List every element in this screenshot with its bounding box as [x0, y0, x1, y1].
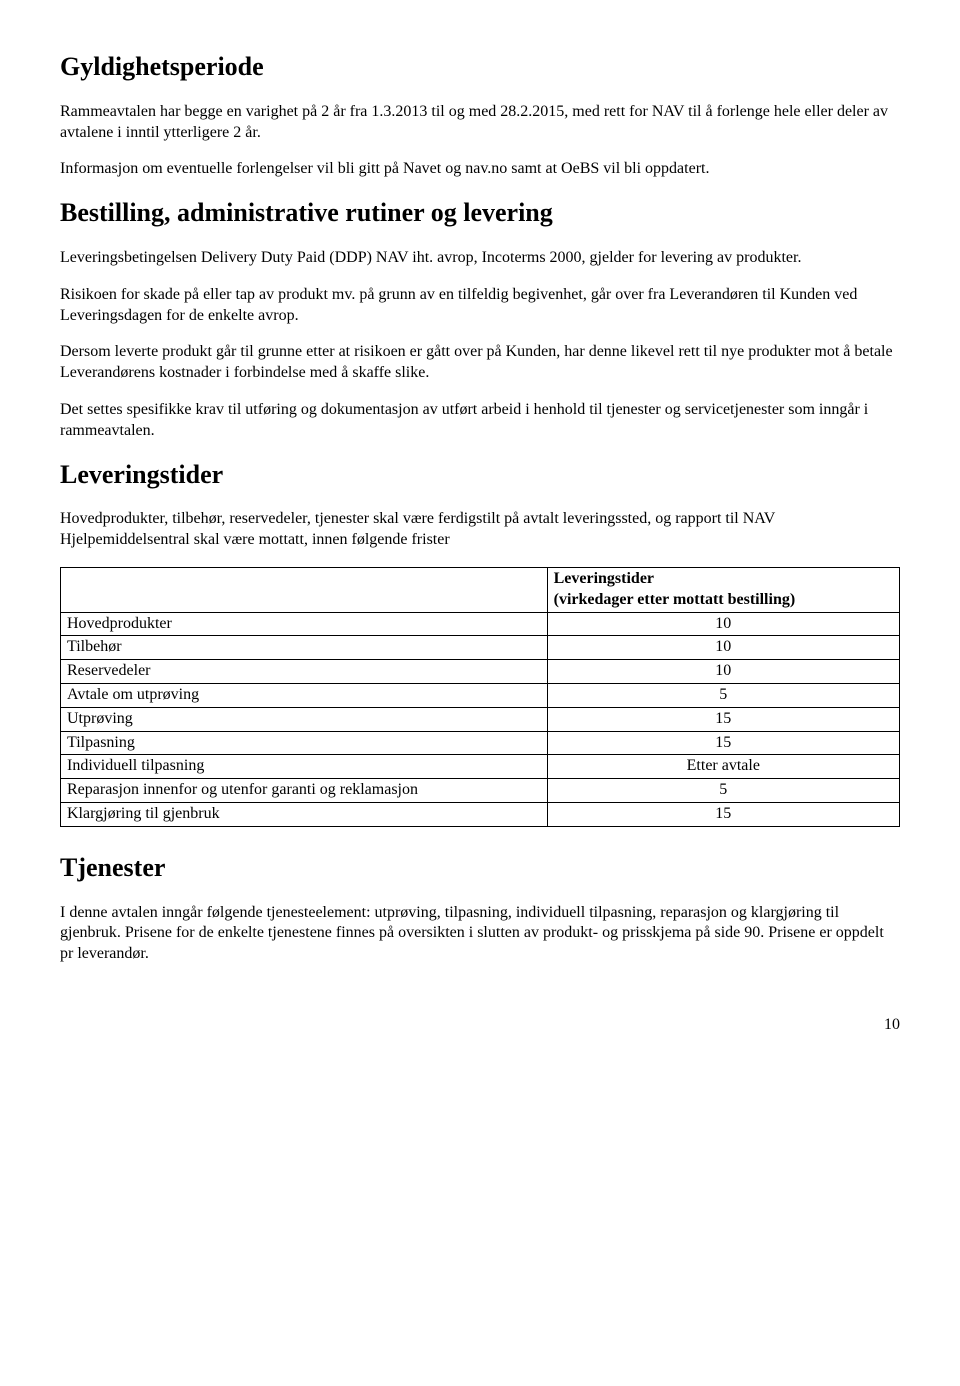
table-row: Hovedprodukter 10	[61, 612, 900, 636]
table-cell-label: Reservedeler	[61, 660, 548, 684]
table-row: Utprøving 15	[61, 707, 900, 731]
leveringstider-table: Leveringstider (virkedager etter mottatt…	[60, 567, 900, 827]
table-header-col2: Leveringstider (virkedager etter mottatt…	[547, 567, 899, 612]
section-heading: Bestilling, administrative rutiner og le…	[60, 196, 900, 230]
table-row: Klargjøring til gjenbruk 15	[61, 802, 900, 826]
table-cell-label: Klargjøring til gjenbruk	[61, 802, 548, 826]
page-number: 10	[60, 1015, 900, 1036]
table-row: Avtale om utprøving 5	[61, 683, 900, 707]
table-header-row: Leveringstider (virkedager etter mottatt…	[61, 567, 900, 612]
paragraph: Det settes spesifikke krav til utføring …	[60, 400, 900, 442]
table-cell-value: 10	[547, 636, 899, 660]
table-cell-value: 15	[547, 707, 899, 731]
table-row: Tilbehør 10	[61, 636, 900, 660]
table-row: Reservedeler 10	[61, 660, 900, 684]
table-row: Individuell tilpasning Etter avtale	[61, 755, 900, 779]
table-header-line2: (virkedager etter mottatt bestilling)	[554, 591, 796, 608]
table-header-line1: Leveringstider	[554, 570, 654, 587]
table-cell-value: 5	[547, 779, 899, 803]
table-row: Tilpasning 15	[61, 731, 900, 755]
table-row: Reparasjon innenfor og utenfor garanti o…	[61, 779, 900, 803]
table-cell-value: 15	[547, 802, 899, 826]
paragraph: Leveringsbetingelsen Delivery Duty Paid …	[60, 248, 900, 269]
table-cell-label: Avtale om utprøving	[61, 683, 548, 707]
section-heading: Leveringstider	[60, 458, 900, 492]
paragraph: I denne avtalen inngår følgende tjeneste…	[60, 903, 900, 965]
table-cell-value: 10	[547, 612, 899, 636]
table-cell-value: 15	[547, 731, 899, 755]
paragraph: Informasjon om eventuelle forlengelser v…	[60, 159, 900, 180]
paragraph: Risikoen for skade på eller tap av produ…	[60, 285, 900, 327]
section-heading: Tjenester	[60, 851, 900, 885]
table-cell-value: 10	[547, 660, 899, 684]
table-cell-value: Etter avtale	[547, 755, 899, 779]
table-cell-value: 5	[547, 683, 899, 707]
paragraph: Hovedprodukter, tilbehør, reservedeler, …	[60, 509, 900, 551]
table-cell-label: Tilbehør	[61, 636, 548, 660]
paragraph: Dersom leverte produkt går til grunne et…	[60, 342, 900, 384]
table-cell-label: Individuell tilpasning	[61, 755, 548, 779]
table-cell-label: Tilpasning	[61, 731, 548, 755]
table-header-col1	[61, 567, 548, 612]
table-cell-label: Hovedprodukter	[61, 612, 548, 636]
section-heading: Gyldighetsperiode	[60, 50, 900, 84]
table-cell-label: Reparasjon innenfor og utenfor garanti o…	[61, 779, 548, 803]
paragraph: Rammeavtalen har begge en varighet på 2 …	[60, 102, 900, 144]
table-cell-label: Utprøving	[61, 707, 548, 731]
